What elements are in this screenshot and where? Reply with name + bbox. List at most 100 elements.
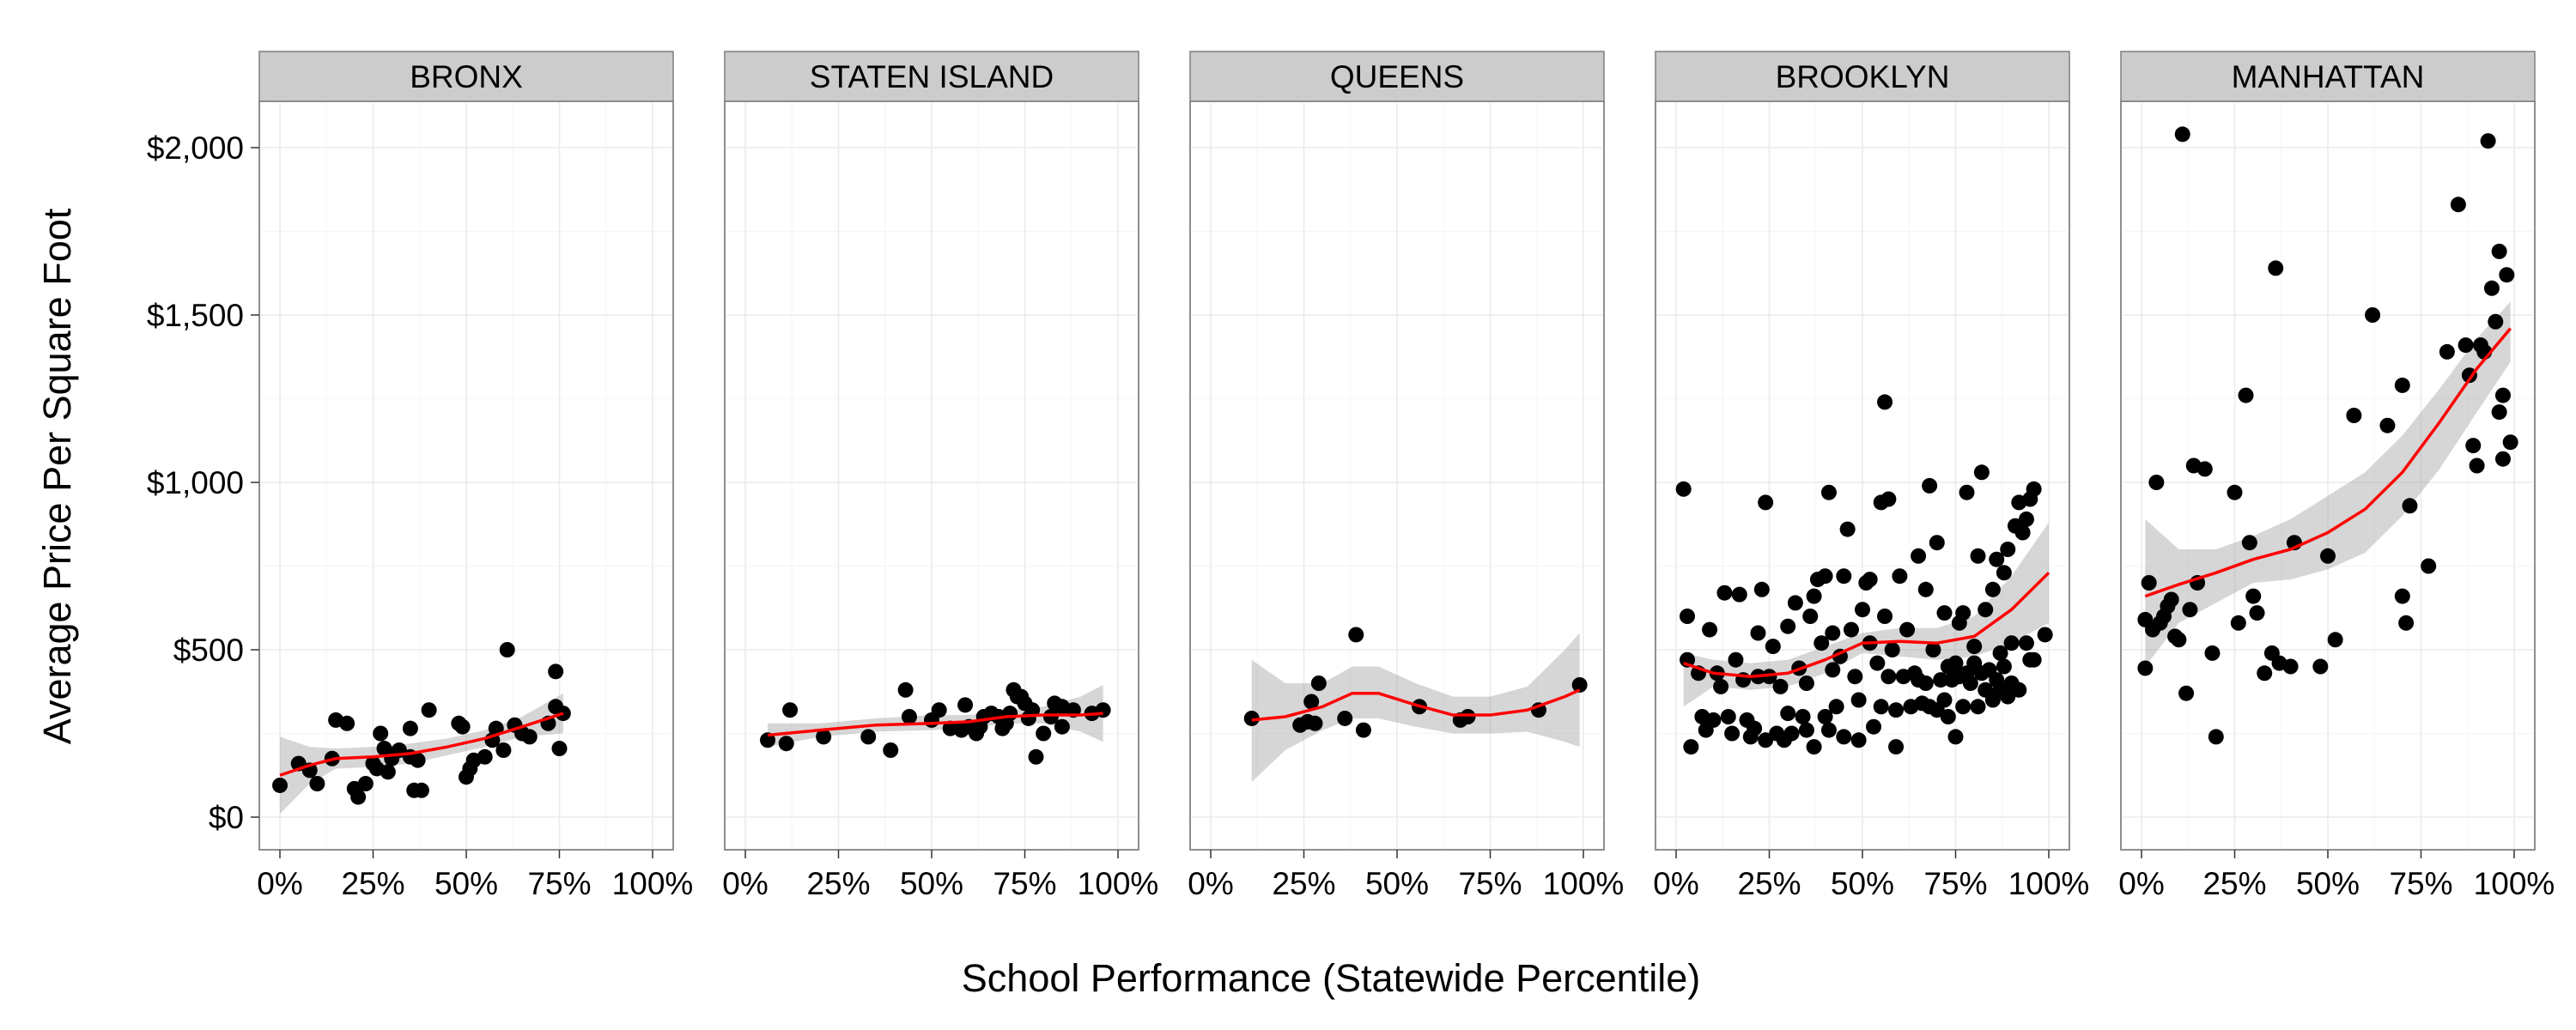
data-point — [2398, 615, 2415, 631]
data-point — [2014, 524, 2031, 541]
data-point — [2282, 658, 2299, 675]
trend-line — [1683, 572, 2050, 678]
data-point — [1996, 658, 2012, 675]
facet-panels: BRONX 0% 25% 50% 75% 100% STATEN ISLAND 0% 25% 50… — [257, 51, 2555, 901]
data-point — [2026, 651, 2042, 668]
data-point — [1836, 568, 1852, 585]
data-point — [1806, 588, 1822, 604]
trend-line — [767, 712, 1103, 737]
data-point — [1978, 602, 1994, 618]
data-point — [1825, 662, 1841, 678]
data-point — [2394, 588, 2410, 604]
data-point — [1839, 521, 1856, 537]
data-point — [1817, 709, 1833, 724]
data-point — [901, 709, 917, 724]
data-point — [2268, 260, 2284, 276]
facet-panel: MANHATTAN 0% 25% 50% 75% 100% — [2118, 51, 2555, 901]
x-tick-label: 0% — [722, 866, 768, 901]
data-point — [1940, 709, 1956, 724]
facet-strip-label: MANHATTAN — [2232, 59, 2425, 94]
data-point — [2458, 337, 2474, 354]
x-axis-title: School Performance (Statewide Percentile… — [962, 956, 1700, 1000]
data-point — [2249, 605, 2265, 621]
data-point — [782, 702, 799, 718]
data-point — [2208, 729, 2224, 745]
data-point — [1795, 709, 1811, 724]
data-point — [2196, 461, 2213, 477]
data-point — [2011, 682, 2027, 698]
data-point — [1962, 676, 1978, 691]
x-tick-label: 100% — [612, 866, 694, 901]
data-point — [548, 663, 564, 680]
data-point — [454, 718, 471, 735]
data-point — [1042, 709, 1059, 724]
data-point — [2003, 635, 2020, 651]
data-point — [309, 776, 325, 791]
x-tick-label: 25% — [2202, 866, 2266, 901]
data-point — [778, 736, 794, 752]
trend-line — [279, 712, 564, 777]
data-point — [1761, 669, 1777, 685]
data-point — [2238, 387, 2254, 403]
data-point — [2000, 688, 2016, 705]
data-point — [1780, 618, 1796, 634]
data-point — [1825, 625, 1841, 641]
data-point — [1806, 739, 1822, 755]
data-point — [1936, 605, 1953, 621]
data-point — [350, 789, 367, 805]
data-point — [495, 742, 512, 758]
data-point — [499, 642, 515, 657]
x-tick-label: 0% — [2118, 866, 2164, 901]
x-tick-label: 50% — [1365, 866, 1429, 901]
data-point — [2174, 126, 2190, 142]
data-point — [2320, 548, 2336, 564]
data-point — [1720, 709, 1736, 724]
data-point — [1780, 706, 1796, 722]
y-tick-label: $1,000 — [147, 465, 244, 500]
data-point — [1866, 718, 1882, 735]
data-point — [1758, 494, 1774, 511]
x-tick-label: 25% — [1272, 866, 1335, 901]
data-point — [1571, 676, 1588, 693]
data-point — [1310, 676, 1327, 691]
data-point — [1705, 712, 1722, 728]
data-point — [1936, 692, 1953, 708]
data-point — [2141, 575, 2157, 591]
data-point — [2465, 438, 2482, 454]
data-point — [1873, 699, 1889, 715]
x-tick-label: 0% — [257, 866, 302, 901]
x-tick-label: 100% — [1078, 866, 1159, 901]
x-tick-label: 100% — [2474, 866, 2555, 901]
data-point — [339, 715, 355, 731]
data-point — [1888, 739, 1905, 755]
x-tick-label: 50% — [1831, 866, 1894, 901]
data-point — [1869, 655, 1886, 671]
data-point — [551, 741, 568, 757]
data-point — [1917, 581, 1934, 597]
data-point — [931, 702, 947, 718]
data-point — [402, 720, 418, 736]
data-point — [1917, 676, 1934, 691]
data-point — [1337, 710, 1353, 726]
data-point — [1947, 655, 1964, 671]
x-tick-label: 0% — [1653, 866, 1698, 901]
data-point — [2241, 535, 2257, 551]
data-point — [897, 682, 914, 698]
data-point — [1798, 722, 1814, 738]
data-point — [1095, 702, 1111, 718]
data-point — [1850, 732, 1867, 748]
data-point — [2394, 377, 2410, 393]
data-point — [1460, 709, 1476, 724]
data-point — [1955, 699, 1971, 715]
data-point — [1747, 720, 1763, 736]
data-point — [1798, 676, 1814, 691]
data-point — [1843, 621, 1859, 638]
data-point — [1728, 651, 1744, 668]
data-point — [1970, 699, 1986, 715]
facet-strip — [724, 51, 1139, 102]
data-point — [1680, 609, 1696, 624]
data-point — [477, 748, 493, 765]
data-point — [1880, 491, 1897, 507]
data-point — [2488, 313, 2504, 330]
